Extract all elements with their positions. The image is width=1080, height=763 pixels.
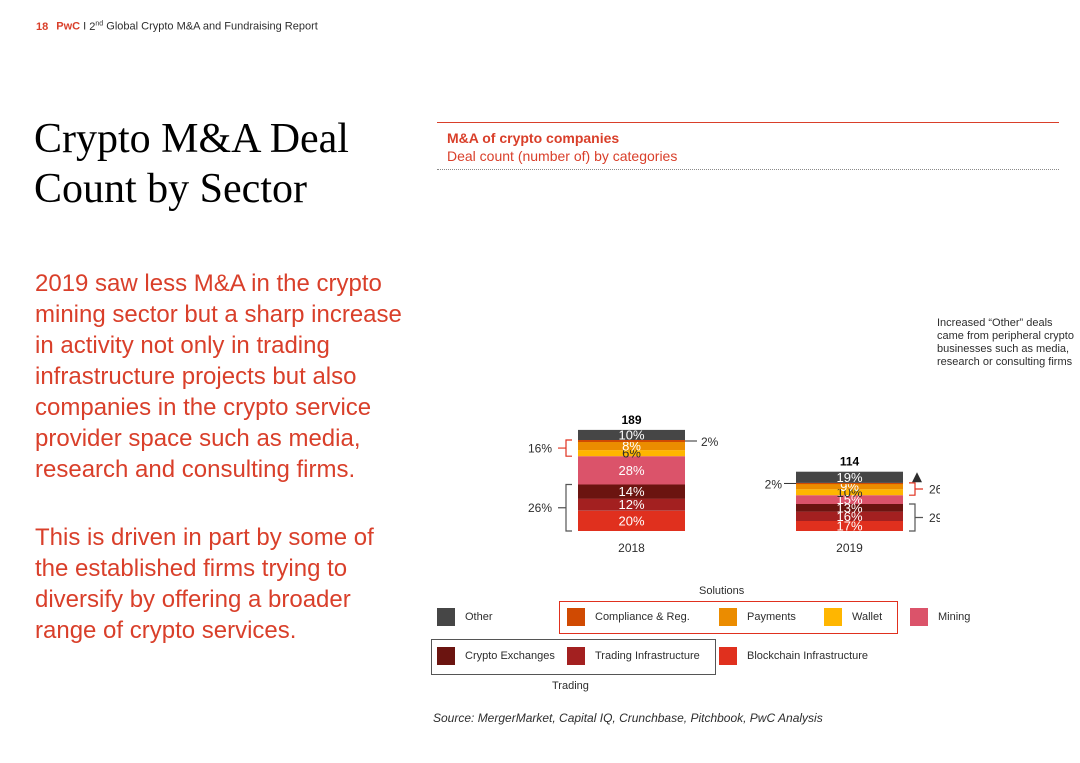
legend-item-compliance: Compliance & Reg. — [567, 608, 690, 626]
chart-title: M&A of crypto companies — [447, 130, 620, 146]
legend-item-crypto-exchanges: Crypto Exchanges — [437, 647, 555, 665]
page-number: 18 — [36, 20, 49, 33]
legend-label-mining: Mining — [938, 611, 971, 623]
page-title: Crypto M&A Deal Count by Sector — [34, 116, 349, 212]
legend-label-payments: Payments — [747, 611, 796, 623]
bar-label-2019-crypto-exchanges: 13% — [836, 500, 862, 515]
legend-label-blockchain-infrastructure: Blockchain Infrastructure — [747, 650, 869, 662]
bracket-2019-trading — [909, 503, 923, 532]
bar-label-2019-trading-infrastructure: 16% — [836, 509, 862, 524]
bar-segment-2019-blockchain-infrastructure — [796, 521, 903, 531]
legend-swatch-trading-infrastructure — [567, 647, 585, 665]
bar-segment-2018-trading-infrastructure — [578, 498, 685, 511]
bar-total-2019: 114 — [840, 455, 860, 469]
bar-label-2018-trading-infrastructure: 12% — [618, 497, 644, 512]
header-separator: I — [83, 20, 87, 33]
bracket-2018-trading-label: 26% — [528, 501, 552, 515]
stacked-bar-chart: 20%12%14%28%6%8%10%18920182%17%16%13%15%… — [528, 413, 940, 555]
x-tick-2018: 2018 — [618, 541, 645, 555]
bar-label-2019-mining: 15% — [836, 492, 862, 507]
bar-segment-2019-trading-infrastructure — [796, 511, 903, 521]
body-paragraph-2: This is driven in part by some of the es… — [35, 524, 374, 644]
legend-swatch-blockchain-infrastructure — [719, 647, 737, 665]
bar-label-2019-blockchain-infrastructure: 17% — [836, 519, 862, 534]
bar-segment-2019-compliance-reg- — [796, 482, 903, 485]
legend-swatch-compliance — [567, 608, 585, 626]
report-ordinal: 2nd — [89, 20, 104, 33]
chart-subtitle: Deal count (number of) by categories — [447, 148, 678, 164]
report-ordinal-suffix: nd — [95, 20, 104, 27]
legend-label-crypto-exchanges: Crypto Exchanges — [465, 650, 555, 662]
bar-segment-2018-compliance-reg- — [578, 440, 685, 442]
compliance-label-2019: 2% — [765, 477, 783, 491]
x-tick-2019: 2019 — [836, 541, 863, 555]
compliance-label-2018: 2% — [701, 435, 719, 449]
body-paragraph-1: 2019 saw less M&A in the crypto mining s… — [35, 270, 402, 483]
legend-item-payments: Payments — [719, 608, 796, 626]
bar-segment-2019-payments — [796, 484, 903, 490]
bracket-2018-solutions-label: 16% — [528, 442, 552, 456]
bar-segment-2018-blockchain-infrastructure — [578, 510, 685, 531]
legend-swatch-crypto-exchanges — [437, 647, 455, 665]
bar-segment-2018-other — [578, 429, 685, 440]
legend-swatch-mining — [910, 608, 928, 626]
page-header: 18 PwC I 2nd Global Crypto M&A and Fundra… — [36, 20, 318, 33]
increase-triangle-icon — [912, 472, 922, 483]
bar-segment-2019-mining — [796, 495, 903, 504]
source-note: Source: MergerMarket, Capital IQ, Crunch… — [433, 711, 823, 725]
bar-segment-2019-crypto-exchanges — [796, 504, 903, 512]
trading-group-label: Trading — [552, 680, 589, 692]
legend-item-trading-infrastructure: Trading Infrastructure — [567, 647, 700, 665]
bar-segment-2018-mining — [578, 456, 685, 485]
report-ordinal-number: 2 — [89, 20, 96, 33]
bar-segment-2019-other — [796, 471, 903, 483]
bracket-2018-solutions — [558, 439, 572, 457]
solutions-group-box — [559, 601, 898, 634]
bar-label-2018-blockchain-infrastructure: 20% — [618, 513, 644, 528]
trading-group-box — [431, 639, 716, 675]
bracket-2019-solutions-label: 26% — [929, 483, 940, 497]
legend-swatch-payments — [719, 608, 737, 626]
legend-item-mining: Mining — [910, 608, 970, 626]
legend-item-other: Other — [437, 608, 493, 626]
bar-label-2018-crypto-exchanges: 14% — [618, 484, 644, 499]
chart-top-rule — [437, 122, 1059, 123]
legend-label-wallet: Wallet — [852, 611, 883, 623]
bracket-2018-trading — [558, 483, 572, 532]
bar-label-2018-payments: 8% — [622, 439, 641, 454]
chart-dotted-rule — [437, 169, 1059, 170]
legend-label-compliance: Compliance & Reg. — [595, 611, 690, 623]
legend-item-blockchain-infrastructure: Blockchain Infrastructure — [719, 647, 868, 665]
bar-label-2018-other: 10% — [618, 427, 644, 442]
legend-swatch-wallet — [824, 608, 842, 626]
chart-annotation: Increased “Other” deals came from periph… — [937, 317, 1074, 368]
legend-label-other: Other — [465, 611, 493, 623]
bar-segment-2018-payments — [578, 442, 685, 451]
bar-segment-2018-crypto-exchanges — [578, 484, 685, 499]
report-title: Global Crypto M&A and Fundraising Report — [106, 20, 318, 33]
legend-label-trading-infrastructure: Trading Infrastructure — [595, 650, 700, 662]
legend-swatch-other — [437, 608, 455, 626]
bar-total-2018: 189 — [621, 413, 641, 427]
solutions-group-label: Solutions — [699, 585, 745, 597]
brand-name: PwC — [56, 20, 81, 33]
bar-label-2019-other: 19% — [836, 470, 862, 485]
bar-label-2018-mining: 28% — [618, 463, 644, 478]
bar-segment-2019-wallet — [796, 489, 903, 496]
bracket-2019-trading-label: 29% — [929, 511, 940, 525]
bracket-2019-solutions — [909, 482, 923, 496]
legend-item-wallet: Wallet — [824, 608, 882, 626]
bar-segment-2018-wallet — [578, 450, 685, 457]
